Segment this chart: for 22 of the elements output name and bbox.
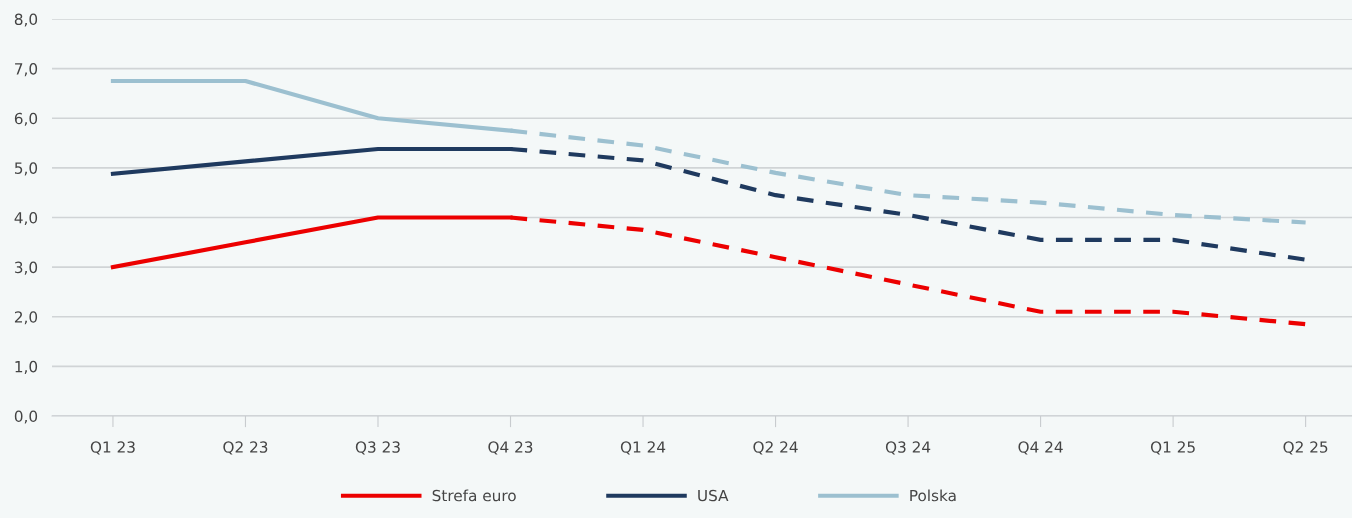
x-tick-label: Q1 25 [1150,441,1195,455]
x-tick-label: Q4 24 [1018,441,1063,455]
x-tick-label: Q3 24 [885,441,931,455]
x-tick-label: Q2 24 [753,441,798,455]
y-tick-label: 6,0 [14,112,38,126]
y-tick-label: 4,0 [14,211,38,226]
x-tick-label: Q3 23 [355,441,400,455]
y-tick-label: 0,0 [14,410,38,424]
x-tick-label: Q1 23 [90,441,135,455]
legend-label: USA [698,489,729,502]
x-tick-label: Q4 23 [488,441,533,455]
x-tick-label: Q1 24 [620,441,666,455]
y-tick-label: 1,0 [15,360,38,374]
y-tick-label: 8,0 [14,13,38,27]
y-tick-label: 7,0 [15,63,38,77]
y-tick-label: 2,0 [14,311,38,325]
x-tick-label: Q2 25 [1283,441,1328,455]
legend-label: Strefa euro [432,489,516,502]
y-tick-label: 3,0 [14,261,38,275]
y-tick-label: 5,0 [14,162,38,176]
x-tick-label: Q2 23 [223,441,268,455]
legend-label: Polska [910,489,956,502]
